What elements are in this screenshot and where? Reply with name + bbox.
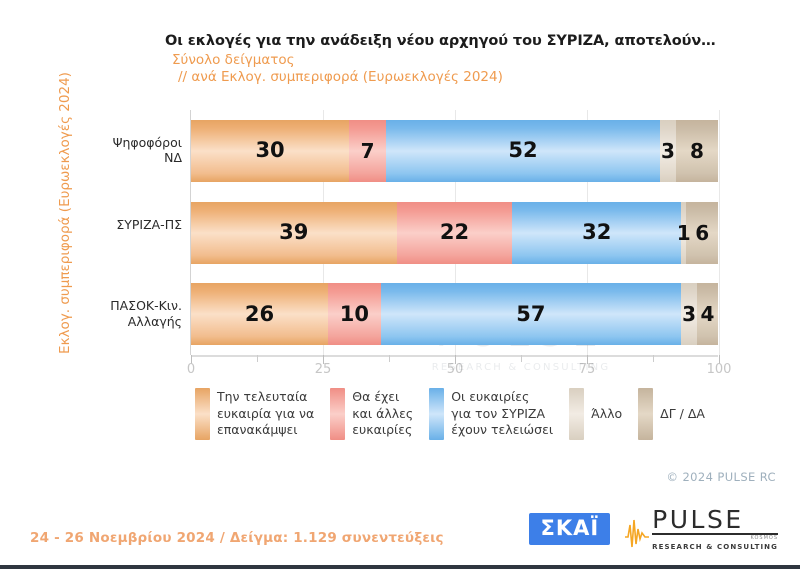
title-block: Οι εκλογές για την ανάδειξη νέου αρχηγού… xyxy=(165,33,785,85)
legend-label: Θα έχει και άλλες ευκαιρίες xyxy=(352,389,414,437)
y-tick-line: Αλλαγής xyxy=(127,313,182,329)
y-tick-line: Ψηφοφόροι xyxy=(112,134,182,150)
legend-item[interactable]: Την τελευταία ευκαιρία για να επανακάμψε… xyxy=(195,388,314,440)
y-axis-tick-labels: Ψηφοφόροι ΝΔ ΣΥΡΙΖΑ-ΠΣ ΠΑΣΟΚ-Κιν. Αλλαγής xyxy=(70,110,182,355)
bar-value-label: 22 xyxy=(439,220,470,244)
bar-value-label: 32 xyxy=(582,220,612,244)
legend-item[interactable]: Οι ευκαιρίες για τον ΣΥΡΙΖΑ έχουν τελειώ… xyxy=(429,388,553,440)
legend-item[interactable]: Θα έχει και άλλες ευκαιρίες xyxy=(330,388,413,440)
skai-logo: ΣΚΑΪ xyxy=(529,513,611,546)
bar-segment[interactable]: 7 xyxy=(349,119,386,182)
legend-swatch xyxy=(429,388,445,440)
bar-value-label: 10 xyxy=(339,301,369,326)
bar-segment[interactable]: 52 xyxy=(386,119,661,182)
y-axis-tick-label[interactable]: Ψηφοφόροι ΝΔ xyxy=(72,135,182,166)
bar-segment[interactable]: 3 xyxy=(681,283,697,346)
page-title: Οι εκλογές για την ανάδειξη νέου αρχηγού… xyxy=(165,33,716,49)
bar-segment[interactable]: 10 xyxy=(328,283,381,346)
bar-value-label: 8 xyxy=(689,138,704,163)
legend-swatch xyxy=(330,388,346,440)
bar-value-label: 3 xyxy=(660,138,675,163)
bar-segment[interactable]: 22 xyxy=(396,201,513,264)
bar-value-label: 4 xyxy=(700,302,715,327)
chart-subtitle-breakdown: // ανά Εκλογ. συμπεριφορά (Ευρωεκλογές 2… xyxy=(178,69,503,85)
bar-value-label: 39 xyxy=(279,220,309,244)
x-axis-tick xyxy=(455,355,456,364)
legend-label: ΔΓ / ΔΑ xyxy=(660,405,705,421)
x-axis-tick-label: 0 xyxy=(186,362,196,377)
bar-value-label: 52 xyxy=(508,138,538,163)
bar-segment[interactable]: 1 xyxy=(677,201,691,264)
bar-segment[interactable]: 4 xyxy=(696,283,718,346)
x-axis-tick-label: 50 xyxy=(446,362,464,377)
legend-label: Την τελευταία ευκαιρία για να επανακάμψε… xyxy=(217,389,315,437)
y-axis-tick-label[interactable]: ΠΑΣΟΚ-Κιν. Αλλαγής xyxy=(72,298,182,329)
bar-value-label: 6 xyxy=(695,220,710,245)
bar-segment[interactable]: 57 xyxy=(380,283,682,346)
chart-subtitle-total: Σύνολο δείγματος xyxy=(172,52,295,68)
x-axis-tick-label: 25 xyxy=(314,362,332,377)
bar-segment[interactable]: 39 xyxy=(191,201,397,264)
legend-label: Άλλο xyxy=(591,405,623,421)
x-axis-tick-label: 75 xyxy=(578,362,596,377)
x-axis-minor-tick xyxy=(521,355,522,362)
pulse-logo: PULSE KOSMOS RESEARCH & CONSULTING xyxy=(624,507,778,551)
x-axis-tick xyxy=(719,355,720,364)
bar-segment[interactable]: 30 xyxy=(191,119,350,182)
legend-item[interactable]: Άλλο xyxy=(569,388,622,440)
bar-value-label: 1 xyxy=(676,220,691,245)
y-tick-line: ΣΥΡΙΖΑ-ΠΣ xyxy=(116,216,182,232)
gridline xyxy=(719,110,720,355)
x-axis-minor-tick xyxy=(257,355,258,362)
y-axis-tick-label[interactable]: ΣΥΡΙΖΑ-ΠΣ xyxy=(72,217,182,233)
pulse-wordmark: PULSE KOSMOS RESEARCH & CONSULTING xyxy=(652,507,778,551)
legend-swatch xyxy=(569,388,585,440)
bar-value-label: 57 xyxy=(516,301,546,326)
plot-area: PULSE RESEARCH & CONSULTING 307523839223… xyxy=(187,110,731,377)
bar-segment[interactable]: 32 xyxy=(512,201,682,264)
legend-item[interactable]: ΔΓ / ΔΑ xyxy=(638,388,705,440)
bar-segment[interactable]: 26 xyxy=(191,283,329,346)
pulse-word: PULSE xyxy=(652,507,778,535)
y-tick-line: ΠΑΣΟΚ-Κιν. xyxy=(110,298,182,314)
x-axis-minor-tick xyxy=(653,355,654,362)
x-axis-minor-tick xyxy=(389,355,390,362)
legend: Την τελευταία ευκαιρία για να επανακάμψε… xyxy=(195,388,721,440)
copyright-text: © 2024 PULSE RC xyxy=(666,470,776,484)
pulse-tagline: RESEARCH & CONSULTING xyxy=(652,542,778,551)
x-axis-line xyxy=(191,355,718,357)
legend-swatch xyxy=(195,388,210,440)
x-axis-tick-label: 100 xyxy=(706,362,732,377)
watermark-sub: RESEARCH & CONSULTING xyxy=(431,362,611,373)
bar-value-label: 30 xyxy=(255,138,285,163)
x-axis-tick xyxy=(323,355,324,364)
bar-segment[interactable]: 6 xyxy=(686,201,718,264)
bar-value-label: 26 xyxy=(244,301,275,326)
bar-row[interactable]: 39 22 32 1 6 xyxy=(191,201,718,264)
legend-label: Οι ευκαιρίες για τον ΣΥΡΙΖΑ έχουν τελειώ… xyxy=(451,389,554,437)
y-tick-line: ΝΔ xyxy=(164,150,182,166)
bar-row[interactable]: 30 7 52 3 8 xyxy=(191,119,718,182)
pulse-waveform-icon xyxy=(625,519,650,547)
x-axis-tick xyxy=(587,355,588,364)
bar-segment[interactable]: 3 xyxy=(660,119,676,182)
bar-value-label: 7 xyxy=(360,138,375,163)
pulse-kosmos-label: KOSMOS xyxy=(750,534,778,541)
bar-row[interactable]: 26 10 57 3 4 xyxy=(191,283,718,346)
footer-fieldwork-note: 24 - 26 Νοεμβρίου 2024 / Δείγμα: 1.129 σ… xyxy=(30,530,444,546)
logos-group: ΣΚΑΪ PULSE KOSMOS RESEARCH & CONSULTING xyxy=(529,507,778,551)
bar-segment[interactable]: 8 xyxy=(675,119,718,182)
x-axis-tick xyxy=(191,355,192,364)
bar-value-label: 3 xyxy=(682,302,696,327)
legend-swatch xyxy=(638,388,654,440)
